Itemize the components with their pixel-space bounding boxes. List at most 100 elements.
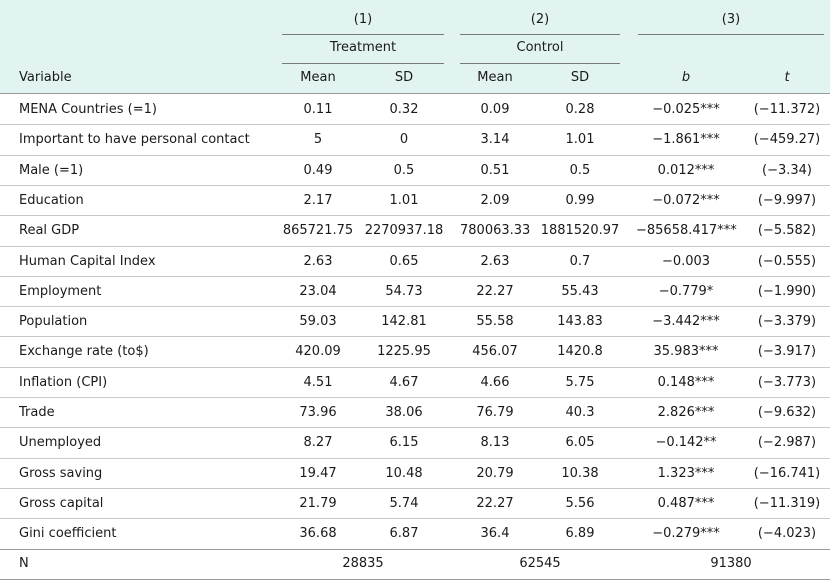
group-control-label: Control	[516, 40, 564, 55]
row-divider	[0, 185, 830, 186]
row-divider	[0, 276, 830, 277]
treatment-mean: 2.17	[303, 192, 333, 208]
coef-b: 35.983***	[653, 344, 719, 360]
variable-name: Real GDP	[19, 223, 80, 239]
group-treatment-label: Treatment	[329, 40, 397, 55]
treatment-mean: 21.79	[299, 495, 337, 511]
group-2-number: (2)	[530, 12, 550, 27]
col-t: t	[784, 70, 790, 85]
control-mean: 22.27	[476, 495, 514, 511]
variable-name: Population	[19, 314, 88, 330]
treatment-sd: 142.81	[381, 314, 427, 330]
variable-name: MENA Countries (=1)	[19, 102, 157, 117]
control-mean: 0.09	[480, 102, 510, 117]
treatment-mean: 0.11	[303, 102, 333, 117]
treatment-sd: 6.87	[389, 526, 419, 542]
variable-name: Inflation (CPI)	[19, 374, 108, 390]
variable-name: Gross capital	[19, 495, 104, 511]
treatment-sd: 0	[399, 132, 409, 148]
control-mean: 4.66	[480, 374, 510, 390]
n-control: 62545	[519, 556, 561, 571]
control-mean: 76.79	[476, 405, 514, 420]
control-sd: 5.56	[565, 495, 595, 511]
control-sd: 10.38	[561, 465, 599, 481]
variable-name: Gini coefficient	[19, 526, 117, 542]
control-mean: 8.13	[480, 435, 510, 451]
col-mean-treatment: Mean	[300, 70, 336, 85]
treatment-rule	[282, 63, 444, 64]
coef-b: −0.072***	[652, 192, 720, 208]
t-stat: (−9.997)	[757, 192, 817, 208]
variable-column-header: Variable	[19, 70, 72, 85]
coef-b: 0.012***	[657, 162, 715, 178]
coef-b: −0.025***	[652, 102, 720, 117]
treatment-sd: 5.74	[389, 495, 419, 511]
control-mean: 36.4	[480, 526, 510, 542]
group-3-number: (3)	[721, 12, 741, 27]
n-label: N	[19, 556, 29, 571]
treatment-sd: 1.01	[389, 192, 419, 208]
col-sd-control: SD	[570, 70, 590, 85]
row-divider	[0, 246, 830, 247]
n-row-top-rule	[0, 549, 830, 550]
treatment-mean: 0.49	[303, 162, 333, 178]
header-bottom-rule	[0, 93, 830, 94]
variable-name: Unemployed	[19, 435, 102, 451]
treatment-sd: 2270937.18	[364, 223, 444, 239]
table-bottom-rule	[0, 579, 830, 580]
n-total: 91380	[710, 556, 752, 571]
treatment-sd: 0.32	[389, 102, 419, 117]
treatment-mean: 865721.75	[282, 223, 354, 239]
t-stat: (−3.917)	[757, 344, 817, 360]
n-treatment: 28835	[342, 556, 384, 571]
control-mean: 2.09	[480, 192, 510, 208]
coef-b: 2.826***	[657, 405, 715, 420]
col-b: b	[681, 70, 691, 85]
coef-b: 0.487***	[657, 495, 715, 511]
control-mean: 55.58	[476, 314, 514, 330]
t-stat: (−3.34)	[762, 162, 812, 178]
control-sd: 0.28	[565, 102, 595, 117]
row-divider	[0, 458, 830, 459]
group-2-rule	[460, 34, 620, 35]
variable-name: Important to have personal contact	[19, 132, 250, 148]
treatment-mean: 420.09	[295, 344, 341, 360]
variable-name: Employment	[19, 283, 102, 299]
treatment-mean: 59.03	[299, 314, 337, 330]
control-sd: 1881520.97	[540, 223, 620, 239]
control-sd: 6.89	[565, 526, 595, 542]
control-sd: 6.05	[565, 435, 595, 451]
control-mean: 456.07	[472, 344, 518, 360]
t-stat: (−3.379)	[757, 314, 817, 330]
control-sd: 0.5	[569, 162, 591, 178]
variable-name: Exchange rate (to$)	[19, 344, 149, 360]
coef-b: −1.861***	[652, 132, 720, 148]
row-divider	[0, 306, 830, 307]
treatment-sd: 10.48	[385, 465, 423, 481]
treatment-sd: 0.65	[389, 253, 419, 269]
treatment-mean: 4.51	[303, 374, 333, 390]
treatment-mean: 2.63	[303, 253, 333, 269]
treatment-mean: 36.68	[299, 526, 337, 542]
t-stat: (−11.372)	[753, 102, 821, 117]
treatment-sd: 4.67	[389, 374, 419, 390]
control-mean: 2.63	[480, 253, 510, 269]
coef-b: −0.279***	[652, 526, 720, 542]
coef-b: −3.442***	[652, 314, 720, 330]
control-sd: 1.01	[565, 132, 595, 148]
variable-name: Trade	[19, 405, 55, 420]
t-stat: (−9.632)	[757, 405, 817, 420]
col-mean-control: Mean	[477, 70, 513, 85]
t-stat: (−3.773)	[757, 374, 817, 390]
variable-name: Education	[19, 192, 84, 208]
control-mean: 0.51	[480, 162, 510, 178]
control-sd: 0.7	[569, 253, 591, 269]
treatment-mean: 19.47	[299, 465, 337, 481]
table-header-background	[0, 0, 830, 93]
row-divider	[0, 155, 830, 156]
control-mean: 780063.33	[460, 223, 531, 239]
treatment-mean: 23.04	[299, 283, 337, 299]
row-divider	[0, 397, 830, 398]
row-divider	[0, 488, 830, 489]
